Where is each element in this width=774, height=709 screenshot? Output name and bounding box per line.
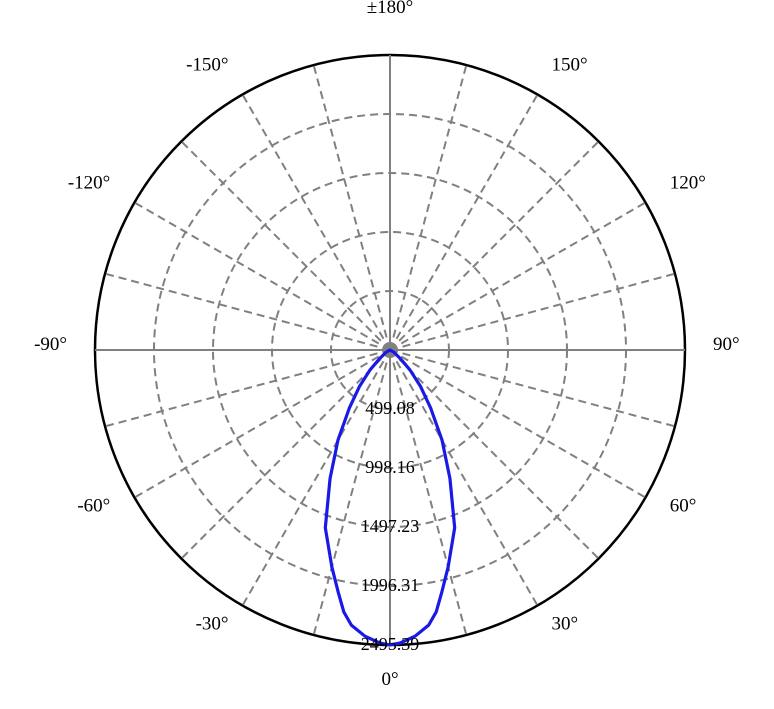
angle-label: 60° xyxy=(670,496,697,517)
polar-chart-container: ±180° 150° -150° 120° -120° 90° -90° 60° -60° 30°… xyxy=(0,0,774,709)
angle-label: 120° xyxy=(670,173,706,194)
radial-spoke xyxy=(243,350,391,605)
radial-tick-label: 1996.31 xyxy=(361,575,420,595)
radial-tick-label: 499.08 xyxy=(365,398,415,418)
radial-tick-label: 1497.23 xyxy=(361,516,420,536)
radial-spoke xyxy=(105,274,390,350)
radial-spoke xyxy=(135,203,390,351)
radial-spoke xyxy=(181,350,390,559)
radial-spoke xyxy=(243,95,391,350)
radial-spoke xyxy=(314,65,390,350)
radial-spoke xyxy=(390,350,599,559)
angle-label: -150° xyxy=(186,54,228,75)
radial-spoke xyxy=(181,141,390,350)
radial-spoke xyxy=(390,350,538,605)
angle-label: -30° xyxy=(196,614,229,635)
polar-chart-svg: ±180° 150° -150° 120° -120° 90° -90° 60° -60° 30°… xyxy=(0,0,774,709)
radial-spoke xyxy=(390,95,538,350)
radial-spoke xyxy=(390,141,599,350)
radial-spoke xyxy=(390,350,645,498)
angle-label: -90° xyxy=(34,334,67,355)
angle-label: -120° xyxy=(68,173,110,194)
radial-spoke xyxy=(390,203,645,351)
angle-label: 150° xyxy=(552,54,588,75)
radial-spoke xyxy=(390,274,675,350)
angle-label: -60° xyxy=(77,496,110,517)
radial-tick-label: 998.16 xyxy=(365,457,415,477)
angle-label: ±180° xyxy=(367,0,414,18)
radial-spoke xyxy=(135,350,390,498)
radial-tick-label: 2495.39 xyxy=(361,634,420,654)
angle-label: 30° xyxy=(552,614,579,635)
radial-spoke xyxy=(390,65,466,350)
angle-label: 0° xyxy=(381,669,398,690)
angle-label: 90° xyxy=(713,334,740,355)
